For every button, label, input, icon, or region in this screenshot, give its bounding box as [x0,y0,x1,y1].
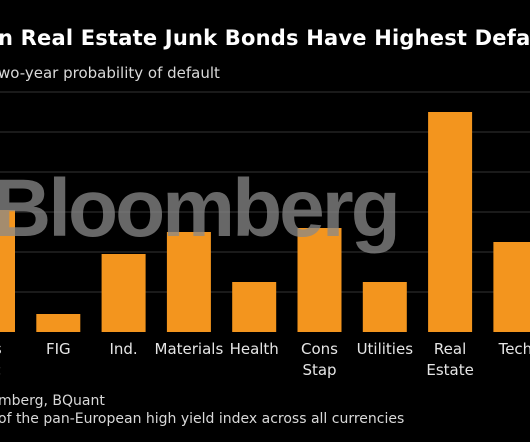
x-tick-label: FIG [46,340,71,358]
bar [232,282,277,332]
bar [36,314,81,332]
x-tick-label: Real Estate [426,340,473,379]
x-tick-label: Ind. [109,340,137,358]
chart-subtitle: wo-year probability of default [0,64,220,82]
bar-chart: Bloomberg nssc FIG Ind. Materials Health Cons… [0,91,530,379]
footnote: of the pan-European high yield index acr… [0,411,405,427]
bar [166,232,211,332]
chart-title: n Real Estate Junk Bonds Have Highest De… [0,26,530,50]
bar [0,210,15,332]
x-tick-label: Tech [498,340,530,358]
x-tick-label: Cons Stap [301,340,338,379]
bar [297,228,342,332]
source-note: mberg, BQuant [0,393,105,409]
x-tick-label: Materials [155,340,224,358]
bar [428,112,473,332]
bar [362,282,407,332]
x-tick-label: nssc [0,340,2,379]
watermark-logo: Bloomberg [0,163,398,254]
bar [101,254,146,332]
bars [0,112,530,332]
x-tick-label: Health [230,340,279,358]
x-tick-label: Utilities [357,340,414,358]
bar [493,242,530,332]
